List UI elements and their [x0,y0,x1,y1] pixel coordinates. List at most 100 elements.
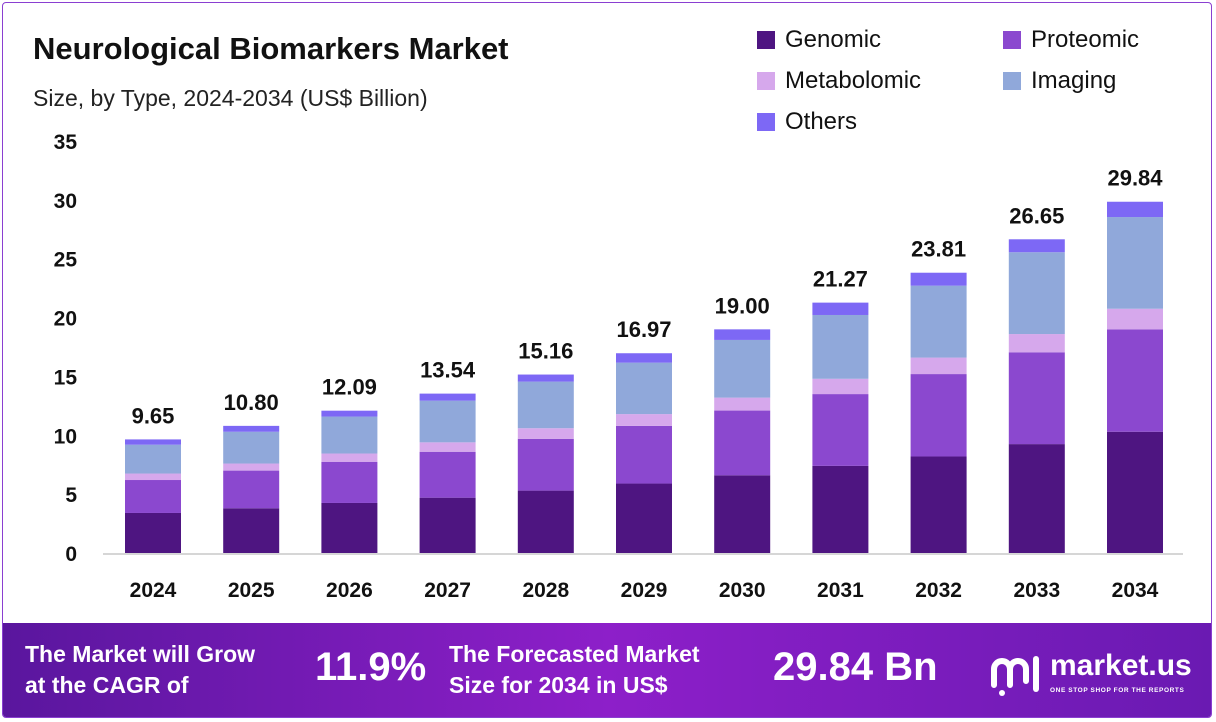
bar-segment-others [223,425,280,432]
x-tick-label: 2032 [915,579,962,602]
y-tick-label: 20 [54,308,77,331]
legend-label-proteomic: Proteomic [1031,26,1140,53]
legend: Genomic Proteomic Metabolomic Imaging Ot… [753,21,1203,141]
y-tick-label: 25 [54,249,78,272]
legend-label-others: Others [785,108,858,135]
bar-total-label: 29.84 [1107,166,1163,191]
x-tick-label: 2034 [1112,579,1159,602]
footer-banner: The Market will Grow at the CAGR of 11.9… [3,623,1211,717]
x-tick-label: 2031 [817,579,864,602]
bar-segment-proteomic [517,438,574,491]
chart-title: Neurological Biomarkers Market [33,31,509,66]
bar-segment-proteomic [1008,352,1065,445]
bar-total-label: 21.27 [813,267,868,292]
legend-swatch-others [757,113,775,131]
bar-total-label: 15.16 [518,339,573,364]
legend-item-proteomic: Proteomic [1003,26,1139,54]
bar-segment-proteomic [223,470,280,509]
forecast-caption-line1: The Forecasted Market [449,641,700,667]
x-tick-label: 2033 [1013,579,1060,602]
x-tick-label: 2024 [130,579,177,602]
x-tick-label: 2030 [719,579,766,602]
y-tick-label: 30 [54,190,77,213]
bar-segment-proteomic [910,374,967,457]
bar-segment-proteomic [321,461,378,503]
bar-segment-proteomic [714,410,771,476]
bar-segment-metabolomic [1008,334,1065,353]
bar-segment-others [125,439,181,445]
bar-segment-imaging [125,444,181,474]
x-tick-label: 2026 [326,579,373,602]
y-tick-label: 5 [65,484,77,507]
bar-segment-genomic [223,508,280,553]
bar-segment-metabolomic [714,397,771,411]
y-tick-label: 35 [54,131,78,154]
bar-total-label: 16.97 [616,317,671,342]
bar-total-label: 26.65 [1009,203,1064,228]
bar-total-label: 12.09 [322,375,377,400]
bar-segment-metabolomic [812,378,869,395]
bar-segment-metabolomic [616,414,672,426]
legend-swatch-genomic [757,31,775,49]
x-tick-label: 2028 [522,579,569,602]
y-tick-label: 0 [65,543,77,566]
bar-segment-imaging [714,339,771,398]
bar-segment-metabolomic [419,442,476,452]
legend-label-genomic: Genomic [785,26,882,53]
bar-segment-proteomic [812,394,869,466]
bar-segment-genomic [910,456,967,553]
bar-segment-genomic [321,502,378,553]
bar-segment-genomic [419,497,476,553]
x-tick-label: 2029 [621,579,668,602]
x-tick-label: 2027 [424,579,471,602]
bar-segment-metabolomic [517,428,574,439]
y-tick-label: 15 [54,366,78,389]
bar-total-label: 10.80 [224,390,279,415]
bar-segment-metabolomic [910,357,967,375]
bar-segment-others [616,353,672,363]
bar-total-label: 19.00 [715,293,770,318]
bar-segment-metabolomic [1107,308,1163,330]
bar-segment-imaging [321,416,378,454]
bar-segment-imaging [616,362,672,415]
bar-segment-genomic [616,483,672,553]
cagr-caption: The Market will Grow at the CAGR of [25,639,255,701]
logo-mark-icon [991,656,1039,696]
bar-segment-genomic [517,490,574,553]
bar-total-label: 23.81 [911,237,966,262]
bar-segment-imaging [517,381,574,429]
legend-swatch-imaging [1003,72,1021,90]
cagr-caption-line2: at the CAGR of [25,672,189,698]
legend-item-genomic: Genomic [757,26,881,54]
legend-item-imaging: Imaging [1003,67,1116,95]
bar-segment-genomic [714,475,771,553]
legend-item-others: Others [757,108,857,136]
bar-segment-others [517,374,574,382]
bar-segment-metabolomic [321,453,378,462]
y-tick-label: 10 [54,425,77,448]
legend-swatch-metabolomic [757,72,775,90]
legend-label-metabolomic: Metabolomic [785,67,922,94]
bar-segment-proteomic [1107,329,1163,432]
bar-segment-others [1008,239,1065,253]
cagr-caption-line1: The Market will Grow [25,641,256,667]
logo-name: market.us [1050,649,1192,682]
forecast-value: 29.84 Bn [773,645,938,689]
bar-segment-others [812,302,869,315]
bar-segment-proteomic [419,451,476,498]
bar-total-label: 9.65 [132,403,175,428]
bar-segment-metabolomic [223,463,280,471]
bar-segment-others [714,329,771,340]
logo-tagline: ONE STOP SHOP FOR THE REPORTS [1050,687,1185,694]
bar-segment-genomic [1107,431,1163,553]
legend-item-metabolomic: Metabolomic [757,67,921,95]
bar-segment-genomic [812,465,869,553]
bar-segment-proteomic [125,480,181,513]
forecast-caption: The Forecasted Market Size for 2034 in U… [449,639,700,701]
bar-segment-imaging [223,431,280,464]
bar-segment-proteomic [616,425,672,484]
bar-segment-genomic [1008,444,1065,553]
bar-segment-others [1107,201,1163,218]
chart-subtitle: Size, by Type, 2024-2034 (US$ Billion) [33,85,428,111]
bar-segment-imaging [910,285,967,358]
